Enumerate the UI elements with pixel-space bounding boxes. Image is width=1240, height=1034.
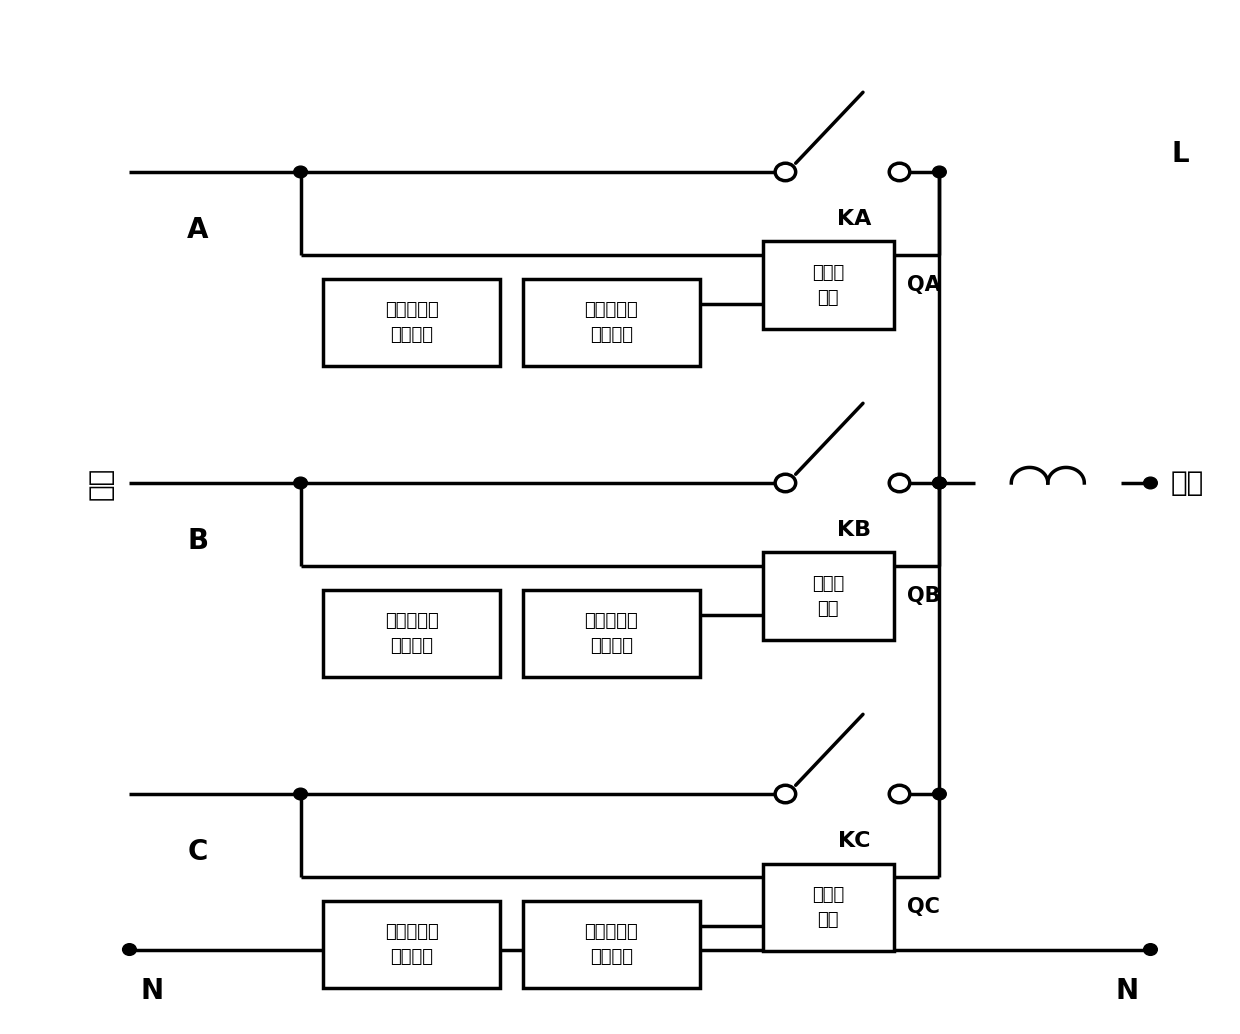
Text: 半导体开关
触发电路: 半导体开关 触发电路 xyxy=(584,301,639,344)
FancyBboxPatch shape xyxy=(523,589,699,677)
Circle shape xyxy=(932,788,946,800)
Text: 半导体开关
触发电路: 半导体开关 触发电路 xyxy=(584,923,639,966)
Text: KB: KB xyxy=(837,520,870,540)
Text: 继电器分断
反馈电路: 继电器分断 反馈电路 xyxy=(384,923,439,966)
Circle shape xyxy=(889,163,910,181)
Circle shape xyxy=(932,477,946,489)
Circle shape xyxy=(775,785,796,802)
Text: QA: QA xyxy=(908,275,941,295)
Text: N: N xyxy=(141,977,164,1005)
FancyBboxPatch shape xyxy=(763,552,894,640)
Circle shape xyxy=(889,475,910,492)
Text: KA: KA xyxy=(837,209,870,229)
FancyBboxPatch shape xyxy=(324,901,500,989)
Circle shape xyxy=(932,477,946,489)
FancyBboxPatch shape xyxy=(324,589,500,677)
Circle shape xyxy=(932,166,946,178)
Text: 输出: 输出 xyxy=(1171,469,1204,497)
Circle shape xyxy=(294,788,308,800)
Circle shape xyxy=(889,785,910,802)
Circle shape xyxy=(775,475,796,492)
Circle shape xyxy=(294,166,308,178)
FancyBboxPatch shape xyxy=(763,863,894,951)
FancyBboxPatch shape xyxy=(523,279,699,366)
Text: QB: QB xyxy=(908,586,941,606)
Text: 半导体
开关: 半导体 开关 xyxy=(812,575,844,617)
Circle shape xyxy=(294,477,308,489)
Text: 半导体开关
触发电路: 半导体开关 触发电路 xyxy=(584,612,639,656)
Text: N: N xyxy=(1116,977,1140,1005)
Text: QC: QC xyxy=(908,898,940,917)
Circle shape xyxy=(1143,944,1157,955)
FancyBboxPatch shape xyxy=(324,279,500,366)
Text: C: C xyxy=(187,839,208,866)
Circle shape xyxy=(1143,477,1157,489)
Circle shape xyxy=(775,163,796,181)
Text: 继电器分断
反馈电路: 继电器分断 反馈电路 xyxy=(384,612,439,656)
Text: A: A xyxy=(187,216,208,244)
Circle shape xyxy=(123,944,136,955)
FancyBboxPatch shape xyxy=(523,901,699,989)
Text: KC: KC xyxy=(837,831,870,851)
Text: 继电器分断
反馈电路: 继电器分断 反馈电路 xyxy=(384,301,439,344)
Text: B: B xyxy=(187,527,208,555)
Text: L: L xyxy=(1171,141,1189,169)
Text: 半导体
开关: 半导体 开关 xyxy=(812,264,844,307)
Text: 半导体
开关: 半导体 开关 xyxy=(812,886,844,929)
Text: 输入: 输入 xyxy=(87,466,115,499)
FancyBboxPatch shape xyxy=(763,242,894,329)
